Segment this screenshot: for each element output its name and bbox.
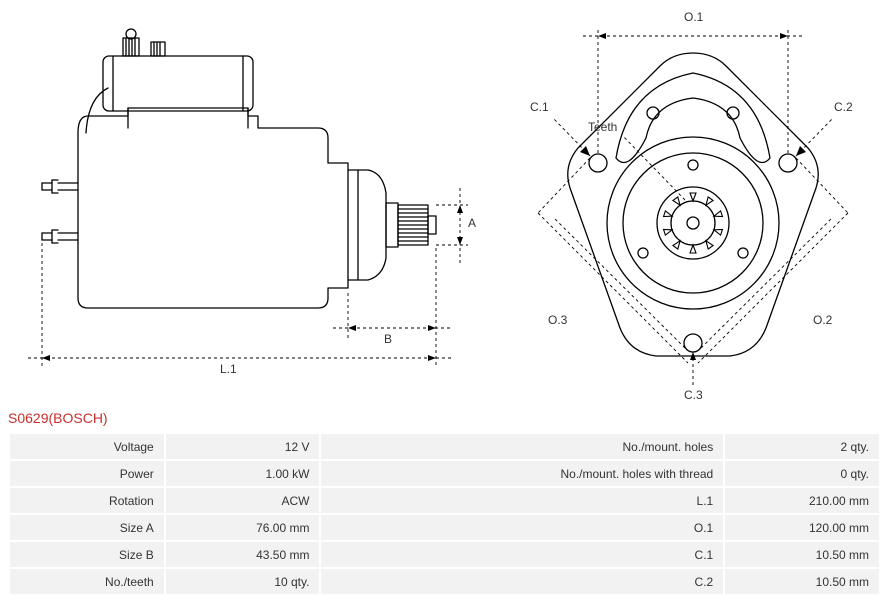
table-row: Voltage 12 V No./mount. holes 2 qty. xyxy=(10,434,879,459)
spec-label: C.1 xyxy=(321,542,723,567)
spec-value: 120.00 mm xyxy=(725,515,879,540)
table-row: Size A 76.00 mm O.1 120.00 mm xyxy=(10,515,879,540)
label-c3: C.3 xyxy=(684,388,703,402)
spec-value: 43.50 mm xyxy=(166,542,320,567)
spec-label: No./mount. holes with thread xyxy=(321,461,723,486)
label-o2: O.2 xyxy=(813,313,832,327)
spec-label: Size A xyxy=(10,515,164,540)
label-teeth: Teeth xyxy=(588,120,617,134)
label-b: B xyxy=(384,332,392,346)
table-row: Size B 43.50 mm C.1 10.50 mm xyxy=(10,542,879,567)
spec-label: O.1 xyxy=(321,515,723,540)
spec-value: 10.50 mm xyxy=(725,542,879,567)
spec-value: 2 qty. xyxy=(725,434,879,459)
spec-value: 1.00 kW xyxy=(166,461,320,486)
label-c1: C.1 xyxy=(530,100,549,114)
spec-label: Voltage xyxy=(10,434,164,459)
spec-value: ACW xyxy=(166,488,320,513)
label-l1: L.1 xyxy=(220,362,237,376)
spec-label: Rotation xyxy=(10,488,164,513)
label-a: A xyxy=(468,216,476,230)
table-row: No./teeth 10 qty. C.2 10.50 mm xyxy=(10,569,879,594)
spec-label: C.2 xyxy=(321,569,723,594)
side-view-svg xyxy=(8,8,508,388)
spec-value: 0 qty. xyxy=(725,461,879,486)
page-container: A B L.1 xyxy=(0,0,889,596)
label-o3: O.3 xyxy=(548,313,567,327)
spec-value: 76.00 mm xyxy=(166,515,320,540)
spec-value: 10.50 mm xyxy=(725,569,879,594)
spec-table: Voltage 12 V No./mount. holes 2 qty. Pow… xyxy=(8,432,881,596)
spec-label: Power xyxy=(10,461,164,486)
spec-label: Size B xyxy=(10,542,164,567)
spec-value: 12 V xyxy=(166,434,320,459)
label-o1: O.1 xyxy=(684,10,703,24)
diagram-front-view: O.1 O.2 O.3 C.1 C.2 C.3 Teeth xyxy=(508,8,878,398)
spec-value: 210.00 mm xyxy=(725,488,879,513)
label-c2: C.2 xyxy=(834,100,853,114)
spec-value: 10 qty. xyxy=(166,569,320,594)
diagrams-row: A B L.1 xyxy=(0,0,889,408)
diagram-side-view: A B L.1 xyxy=(8,8,508,388)
spec-label: L.1 xyxy=(321,488,723,513)
front-view-svg xyxy=(508,8,878,403)
table-row: Rotation ACW L.1 210.00 mm xyxy=(10,488,879,513)
part-title: S0629(BOSCH) xyxy=(0,408,889,432)
spec-label: No./teeth xyxy=(10,569,164,594)
spec-label: No./mount. holes xyxy=(321,434,723,459)
table-row: Power 1.00 kW No./mount. holes with thre… xyxy=(10,461,879,486)
